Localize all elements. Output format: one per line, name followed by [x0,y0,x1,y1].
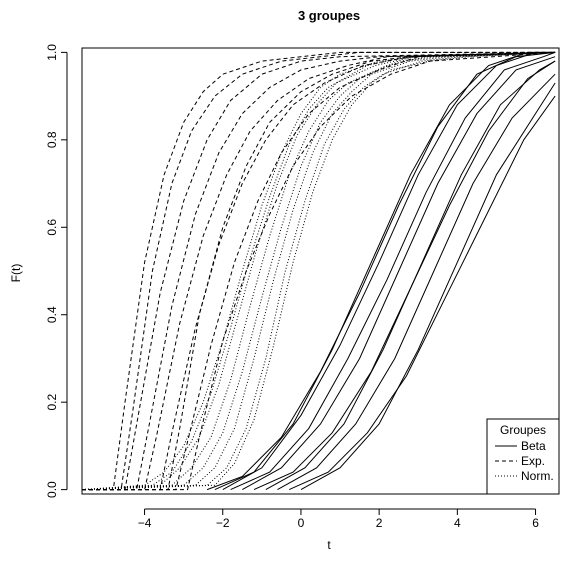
curve-dashed [82,51,556,491]
x-axis-label: t [327,538,331,552]
curve-solid [300,82,556,491]
curve-dashed [82,51,556,491]
legend-label: Norm. [521,469,554,483]
y-tick-label: 1.0 [45,44,59,61]
curve-dashed [82,51,556,491]
legend-label: Exp. [521,454,545,468]
x-tick-label: 6 [532,516,539,530]
curve-solid [230,51,556,491]
y-axis: 0.0 0.2 0.4 0.6 0.8 1.0 [45,44,68,498]
curve-dotted [81,51,556,491]
y-tick-label: 0.8 [45,131,59,148]
legend-title: Groupes [500,423,546,437]
legend-box [486,418,560,495]
curve-dotted [81,51,556,491]
x-tick-label: −2 [216,516,230,530]
chart-title: 3 groupes [298,8,360,23]
curve-solid [288,95,556,491]
curve-dashed [82,51,556,491]
curves-group [81,51,556,491]
y-tick-label: 0.0 [45,481,59,498]
x-tick-label: 4 [454,516,461,530]
y-axis-label: F(t) [9,264,23,283]
curve-dashed [82,51,556,491]
curve-dotted [81,51,556,491]
x-tick-label: 2 [376,516,383,530]
curve-solid [242,56,556,491]
y-tick-label: 0.2 [45,394,59,411]
x-tick-label: 0 [298,516,305,530]
curve-dotted [81,51,556,491]
curve-dotted [81,51,556,491]
y-tick-label: 0.4 [45,306,59,323]
curve-solid [214,51,556,491]
curve-dashed [82,51,556,491]
curve-solid [265,60,556,491]
curve-dashed [82,51,556,491]
curve-dashed [82,51,556,491]
curve-dotted [81,51,556,491]
plot-frame [81,47,560,495]
curve-solid [222,51,556,491]
curve-dashed [82,51,556,491]
x-axis: −4 −2 0 2 4 6 [138,508,539,530]
curve-dotted [81,51,556,491]
curve-dotted [81,51,556,491]
curve-solid [277,73,556,491]
legend-label: Beta [521,439,546,453]
y-tick-label: 0.6 [45,219,59,236]
x-tick-label: −4 [138,516,152,530]
